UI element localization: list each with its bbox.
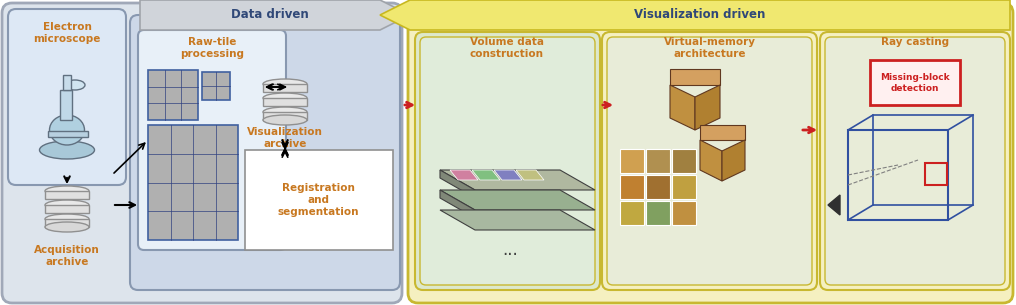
Ellipse shape xyxy=(50,115,84,145)
Polygon shape xyxy=(828,195,840,215)
Bar xyxy=(646,175,670,199)
Text: Acquisition
archive: Acquisition archive xyxy=(35,246,100,267)
Polygon shape xyxy=(440,190,595,210)
Ellipse shape xyxy=(45,222,89,232)
FancyBboxPatch shape xyxy=(602,32,817,290)
Polygon shape xyxy=(440,170,475,198)
Text: Electron
microscope: Electron microscope xyxy=(34,22,101,44)
Text: Missing-block
detection: Missing-block detection xyxy=(880,73,950,93)
FancyBboxPatch shape xyxy=(408,3,1013,303)
Polygon shape xyxy=(670,69,720,85)
Bar xyxy=(672,175,696,199)
FancyBboxPatch shape xyxy=(825,37,1005,285)
Bar xyxy=(63,75,71,90)
Ellipse shape xyxy=(45,200,89,210)
FancyBboxPatch shape xyxy=(420,37,595,285)
Bar xyxy=(848,130,948,220)
Text: Ray casting: Ray casting xyxy=(881,37,949,47)
Bar xyxy=(870,60,960,105)
Ellipse shape xyxy=(263,107,307,117)
Polygon shape xyxy=(670,85,695,130)
FancyBboxPatch shape xyxy=(8,9,126,185)
Polygon shape xyxy=(440,190,475,218)
Text: ...: ... xyxy=(502,241,518,259)
Polygon shape xyxy=(695,85,720,130)
Text: Visualization
archive: Visualization archive xyxy=(247,127,323,149)
Bar xyxy=(620,201,644,225)
Polygon shape xyxy=(440,170,595,190)
Polygon shape xyxy=(450,170,478,180)
Text: Visualization driven: Visualization driven xyxy=(634,9,766,21)
Bar xyxy=(672,201,696,225)
Ellipse shape xyxy=(263,93,307,103)
Bar xyxy=(873,115,973,205)
Ellipse shape xyxy=(45,214,89,224)
Bar xyxy=(148,70,198,120)
Ellipse shape xyxy=(263,115,307,125)
Bar xyxy=(646,201,670,225)
Bar xyxy=(202,72,230,100)
Bar xyxy=(263,112,307,120)
Ellipse shape xyxy=(45,186,89,196)
Bar xyxy=(646,149,670,173)
Polygon shape xyxy=(440,210,595,230)
Bar xyxy=(45,219,89,227)
FancyBboxPatch shape xyxy=(138,30,285,250)
Bar xyxy=(48,131,88,137)
FancyBboxPatch shape xyxy=(607,37,812,285)
Bar xyxy=(263,98,307,106)
Ellipse shape xyxy=(263,79,307,89)
Text: Raw-tile
processing: Raw-tile processing xyxy=(180,37,244,59)
Polygon shape xyxy=(722,140,745,181)
Bar xyxy=(620,149,644,173)
Bar xyxy=(45,191,89,199)
Polygon shape xyxy=(700,125,745,140)
Bar xyxy=(672,149,696,173)
Polygon shape xyxy=(380,0,1010,30)
Polygon shape xyxy=(494,170,522,180)
Bar xyxy=(263,84,307,92)
Polygon shape xyxy=(140,0,410,30)
Bar xyxy=(925,163,947,185)
Bar xyxy=(148,125,238,240)
Polygon shape xyxy=(700,140,722,181)
FancyBboxPatch shape xyxy=(2,3,402,303)
Bar xyxy=(620,175,644,199)
Text: Virtual-memory
architecture: Virtual-memory architecture xyxy=(664,37,756,59)
Bar xyxy=(60,90,72,120)
FancyBboxPatch shape xyxy=(130,15,400,290)
FancyBboxPatch shape xyxy=(415,32,600,290)
Text: Volume data
construction: Volume data construction xyxy=(470,37,544,59)
Bar xyxy=(45,205,89,213)
Ellipse shape xyxy=(65,80,85,90)
Ellipse shape xyxy=(40,141,94,159)
Polygon shape xyxy=(472,170,500,180)
Polygon shape xyxy=(516,170,544,180)
FancyBboxPatch shape xyxy=(820,32,1010,290)
Bar xyxy=(245,150,393,250)
Text: Registration
and
segmentation: Registration and segmentation xyxy=(277,183,359,217)
Text: Data driven: Data driven xyxy=(231,9,309,21)
